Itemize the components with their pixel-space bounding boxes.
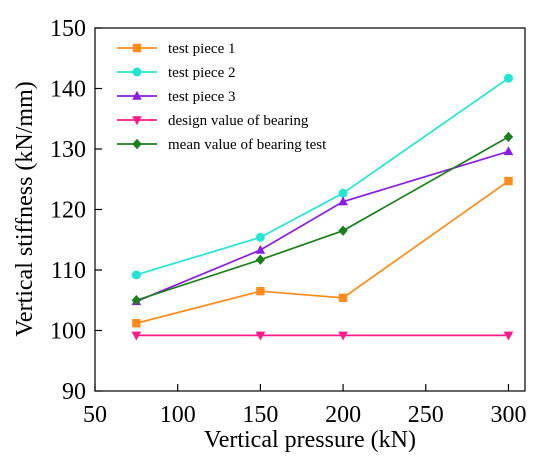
x-tick-label: 200 [325,402,361,428]
data-point [131,331,142,341]
data-point [338,196,348,206]
data-point [131,295,142,306]
series-line [136,150,509,303]
x-tick-label: 150 [242,402,278,428]
data-point [131,270,141,280]
legend-label: test piece 3 [168,89,235,105]
legend-label: test piece 2 [168,65,235,81]
series-2 [131,73,513,280]
legend-item: test piece 1 [117,41,235,57]
y-tick-label: 100 [50,319,86,345]
data-point [504,176,513,186]
y-tick-label: 110 [51,258,86,284]
x-tick-label: 100 [160,402,196,428]
data-point [255,232,265,242]
data-point [338,293,348,303]
data-point [255,254,266,265]
series-5 [131,131,514,306]
x-tick-label: 250 [408,402,444,428]
y-axis: 90 100 110 120 130 140 150 [50,16,102,405]
series-4 [131,331,514,341]
legend-item: test piece 2 [117,65,235,81]
y-axis-title: Vertical stiffness (kN/mm) [12,81,38,337]
data-point [338,188,348,198]
series-line [136,180,509,325]
data-point [255,331,266,341]
x-axis-title: Vertical pressure (kN) [204,427,416,453]
series-layer [131,73,514,341]
data-point [503,131,514,143]
plot-frame [94,27,526,392]
legend-item: design value of bearing [117,113,309,129]
series-line [136,77,509,276]
legend-marker [132,90,142,100]
x-tick-label: 50 [83,402,107,428]
legend-marker [132,138,142,150]
data-point [255,244,266,254]
legend: test piece 1 test piece 2 test piece 3 desi… [117,41,327,153]
y-tick-label: 130 [50,137,86,163]
y-tick-label: 90 [62,379,86,405]
legend-item: test piece 3 [117,89,235,105]
data-point [503,146,514,156]
series-1 [132,176,513,328]
data-point [132,319,141,328]
legend-marker [132,43,142,53]
legend-item: mean value of bearing test [117,137,327,153]
x-axis: 50 100 150 200 250 300 [83,384,526,428]
data-point [256,286,265,296]
y-tick-label: 150 [50,16,86,42]
legend-marker [132,116,142,126]
series-3 [131,146,514,306]
data-point [503,331,514,341]
legend-label: test piece 1 [168,41,235,57]
data-point [503,73,513,83]
legend-marker [132,67,142,77]
legend-label: design value of bearing [168,113,309,129]
y-tick-label: 140 [50,77,86,103]
data-point [338,225,348,236]
y-tick-label: 120 [50,198,86,224]
series-line [136,136,509,302]
data-point [338,331,348,341]
legend-label: mean value of bearing test [168,137,327,153]
x-tick-label: 300 [490,402,526,428]
